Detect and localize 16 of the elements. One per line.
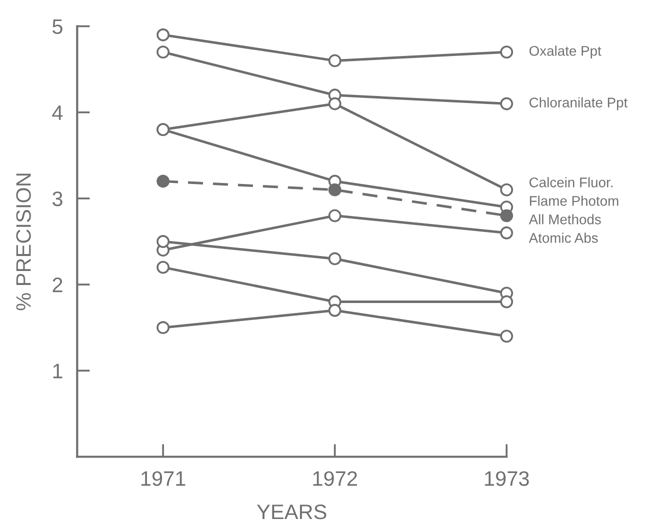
y-tick-label: 2 bbox=[52, 278, 62, 292]
y-axis-title: % PRECISION bbox=[16, 174, 31, 310]
y-tick-label: 4 bbox=[52, 106, 63, 120]
y-tick-label: 1 bbox=[53, 364, 62, 378]
x-tick-label: 1972 bbox=[313, 471, 357, 486]
series-label: All Methods bbox=[528, 214, 601, 224]
y-tick-label: 5 bbox=[52, 19, 62, 34]
series-label: Atomic Abs bbox=[528, 232, 598, 243]
x-axis-title: YEARS bbox=[257, 504, 326, 520]
x-tick-label: 1971 bbox=[141, 471, 186, 486]
x-tick-label: 1973 bbox=[485, 471, 529, 486]
series-label: Flame Photom bbox=[530, 196, 618, 206]
series-label: Oxalate Ppt bbox=[529, 46, 602, 59]
series-label: Chloranilate Ppt bbox=[530, 97, 628, 110]
y-tick-label: 3 bbox=[52, 191, 62, 206]
series-label: Calcein Fluor. bbox=[530, 177, 612, 188]
